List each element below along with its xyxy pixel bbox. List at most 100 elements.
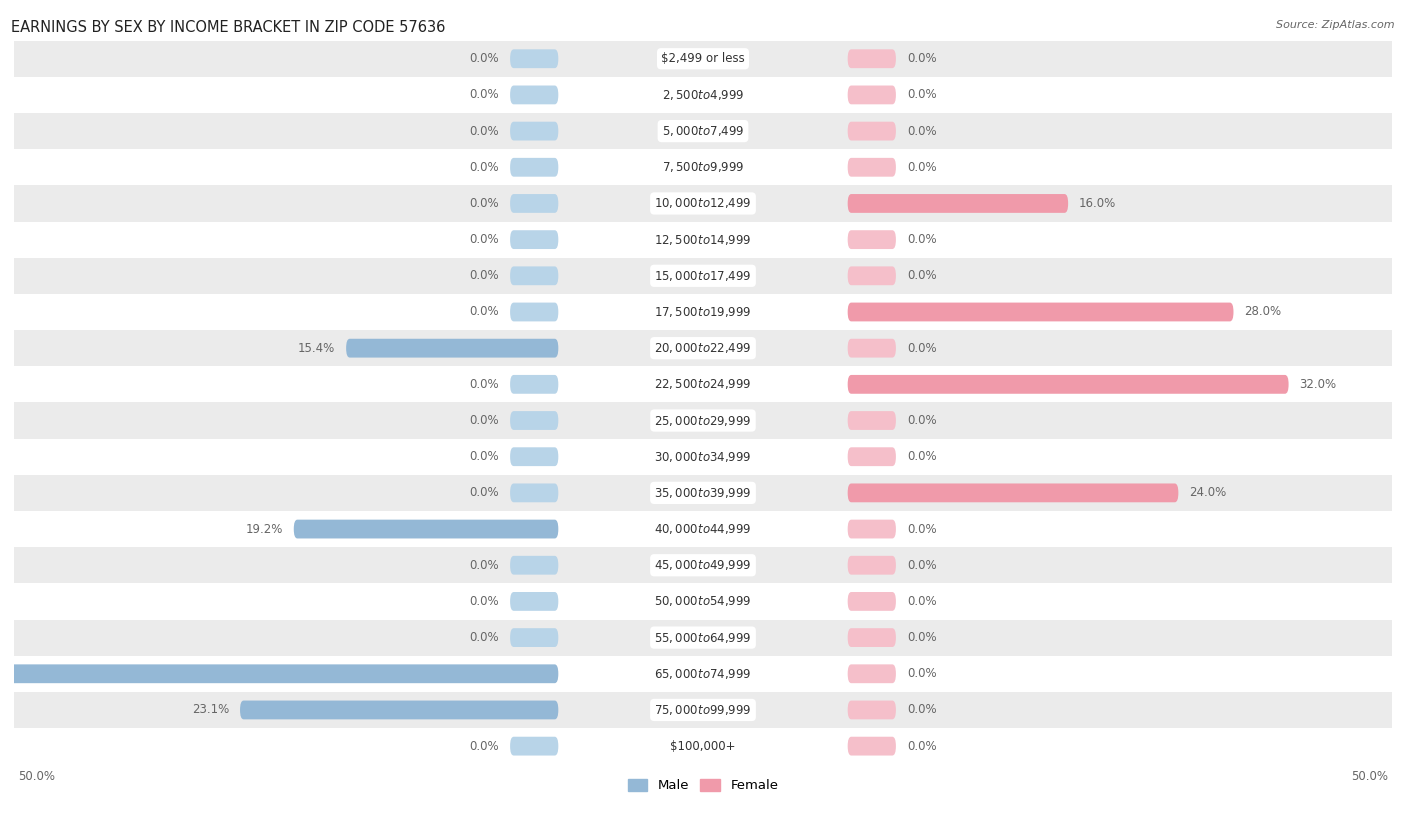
FancyBboxPatch shape: [848, 447, 896, 466]
FancyBboxPatch shape: [848, 375, 1289, 393]
Text: $15,000 to $17,499: $15,000 to $17,499: [654, 269, 752, 283]
Bar: [14, 475, 1392, 511]
FancyBboxPatch shape: [848, 122, 896, 141]
Text: $22,500 to $24,999: $22,500 to $24,999: [654, 377, 752, 391]
FancyBboxPatch shape: [510, 302, 558, 321]
Text: 0.0%: 0.0%: [907, 89, 936, 102]
Text: $20,000 to $22,499: $20,000 to $22,499: [654, 341, 752, 355]
FancyBboxPatch shape: [848, 194, 1069, 213]
Text: 50.0%: 50.0%: [18, 771, 55, 784]
Text: 0.0%: 0.0%: [907, 233, 936, 246]
FancyBboxPatch shape: [848, 556, 896, 575]
Text: 0.0%: 0.0%: [470, 197, 499, 210]
Text: 0.0%: 0.0%: [907, 414, 936, 427]
FancyBboxPatch shape: [848, 520, 896, 538]
FancyBboxPatch shape: [848, 230, 896, 249]
FancyBboxPatch shape: [848, 628, 896, 647]
Text: $75,000 to $99,999: $75,000 to $99,999: [654, 703, 752, 717]
FancyBboxPatch shape: [0, 664, 558, 683]
Text: $25,000 to $29,999: $25,000 to $29,999: [654, 414, 752, 428]
Text: 15.4%: 15.4%: [298, 341, 335, 354]
Text: 28.0%: 28.0%: [1244, 306, 1282, 319]
Bar: [14, 258, 1392, 294]
Text: 0.0%: 0.0%: [907, 595, 936, 608]
Text: 0.0%: 0.0%: [907, 269, 936, 282]
FancyBboxPatch shape: [848, 411, 896, 430]
FancyBboxPatch shape: [510, 411, 558, 430]
Text: 0.0%: 0.0%: [470, 486, 499, 499]
Text: $2,499 or less: $2,499 or less: [661, 52, 745, 65]
Text: 19.2%: 19.2%: [246, 523, 283, 536]
FancyBboxPatch shape: [294, 520, 558, 538]
Text: 0.0%: 0.0%: [907, 450, 936, 463]
Text: $7,500 to $9,999: $7,500 to $9,999: [662, 160, 744, 174]
Text: $55,000 to $64,999: $55,000 to $64,999: [654, 631, 752, 645]
FancyBboxPatch shape: [510, 267, 558, 285]
Text: $12,500 to $14,999: $12,500 to $14,999: [654, 233, 752, 246]
FancyBboxPatch shape: [510, 375, 558, 393]
Text: 0.0%: 0.0%: [907, 523, 936, 536]
Text: $45,000 to $49,999: $45,000 to $49,999: [654, 559, 752, 572]
Text: 0.0%: 0.0%: [907, 52, 936, 65]
Bar: [14, 620, 1392, 655]
Bar: [14, 113, 1392, 150]
Text: $5,000 to $7,499: $5,000 to $7,499: [662, 124, 744, 138]
Bar: [14, 692, 1392, 728]
Text: 0.0%: 0.0%: [470, 306, 499, 319]
FancyBboxPatch shape: [510, 85, 558, 104]
Text: Source: ZipAtlas.com: Source: ZipAtlas.com: [1277, 20, 1395, 30]
FancyBboxPatch shape: [848, 50, 896, 68]
Text: 0.0%: 0.0%: [907, 667, 936, 680]
FancyBboxPatch shape: [510, 592, 558, 611]
Text: 0.0%: 0.0%: [470, 161, 499, 174]
FancyBboxPatch shape: [346, 339, 558, 358]
Text: 0.0%: 0.0%: [470, 450, 499, 463]
Text: 0.0%: 0.0%: [470, 631, 499, 644]
Text: 0.0%: 0.0%: [907, 631, 936, 644]
Text: 0.0%: 0.0%: [470, 124, 499, 137]
Text: $50,000 to $54,999: $50,000 to $54,999: [654, 594, 752, 608]
FancyBboxPatch shape: [510, 556, 558, 575]
FancyBboxPatch shape: [848, 701, 896, 720]
FancyBboxPatch shape: [510, 122, 558, 141]
Text: 0.0%: 0.0%: [907, 559, 936, 572]
Text: 0.0%: 0.0%: [470, 269, 499, 282]
FancyBboxPatch shape: [848, 158, 896, 176]
FancyBboxPatch shape: [240, 701, 558, 720]
Text: 0.0%: 0.0%: [907, 124, 936, 137]
Text: 0.0%: 0.0%: [470, 559, 499, 572]
Text: $10,000 to $12,499: $10,000 to $12,499: [654, 197, 752, 211]
Text: 50.0%: 50.0%: [1351, 771, 1388, 784]
FancyBboxPatch shape: [510, 628, 558, 647]
Text: 0.0%: 0.0%: [470, 595, 499, 608]
Text: 0.0%: 0.0%: [470, 52, 499, 65]
Text: 0.0%: 0.0%: [470, 414, 499, 427]
Text: 16.0%: 16.0%: [1080, 197, 1116, 210]
FancyBboxPatch shape: [848, 85, 896, 104]
Text: $35,000 to $39,999: $35,000 to $39,999: [654, 486, 752, 500]
Text: $2,500 to $4,999: $2,500 to $4,999: [662, 88, 744, 102]
Text: 32.0%: 32.0%: [1299, 378, 1337, 391]
Text: $17,500 to $19,999: $17,500 to $19,999: [654, 305, 752, 319]
Bar: [14, 330, 1392, 366]
FancyBboxPatch shape: [510, 737, 558, 755]
FancyBboxPatch shape: [510, 194, 558, 213]
FancyBboxPatch shape: [510, 447, 558, 466]
Text: 0.0%: 0.0%: [470, 89, 499, 102]
Text: 0.0%: 0.0%: [907, 740, 936, 753]
Bar: [14, 185, 1392, 221]
Bar: [14, 41, 1392, 77]
Text: $100,000+: $100,000+: [671, 740, 735, 753]
FancyBboxPatch shape: [510, 484, 558, 502]
Legend: Male, Female: Male, Female: [623, 773, 783, 798]
Bar: [14, 547, 1392, 584]
Text: 0.0%: 0.0%: [470, 233, 499, 246]
Text: 0.0%: 0.0%: [907, 341, 936, 354]
Text: $30,000 to $34,999: $30,000 to $34,999: [654, 450, 752, 463]
Text: 0.0%: 0.0%: [907, 703, 936, 716]
FancyBboxPatch shape: [848, 664, 896, 683]
Text: 0.0%: 0.0%: [470, 378, 499, 391]
Text: EARNINGS BY SEX BY INCOME BRACKET IN ZIP CODE 57636: EARNINGS BY SEX BY INCOME BRACKET IN ZIP…: [11, 20, 446, 35]
FancyBboxPatch shape: [848, 592, 896, 611]
FancyBboxPatch shape: [848, 302, 1233, 321]
